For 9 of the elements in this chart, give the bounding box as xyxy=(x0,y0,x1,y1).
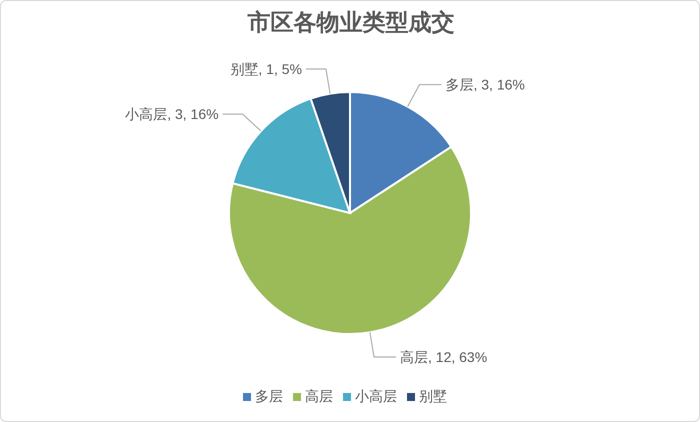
data-label: 别墅, 1, 5% xyxy=(230,60,302,77)
legend-label: 小高层 xyxy=(355,388,397,404)
chart-title: 市区各物业类型成交 xyxy=(246,8,456,37)
data-label: 小高层, 3, 16% xyxy=(125,106,219,122)
data-label: 高层, 12, 63% xyxy=(400,349,488,366)
legend-label: 别墅 xyxy=(419,388,447,404)
data-label: 多层, 3, 16% xyxy=(445,76,525,93)
legend-label: 高层 xyxy=(305,388,333,404)
legend-label: 多层 xyxy=(255,388,283,404)
